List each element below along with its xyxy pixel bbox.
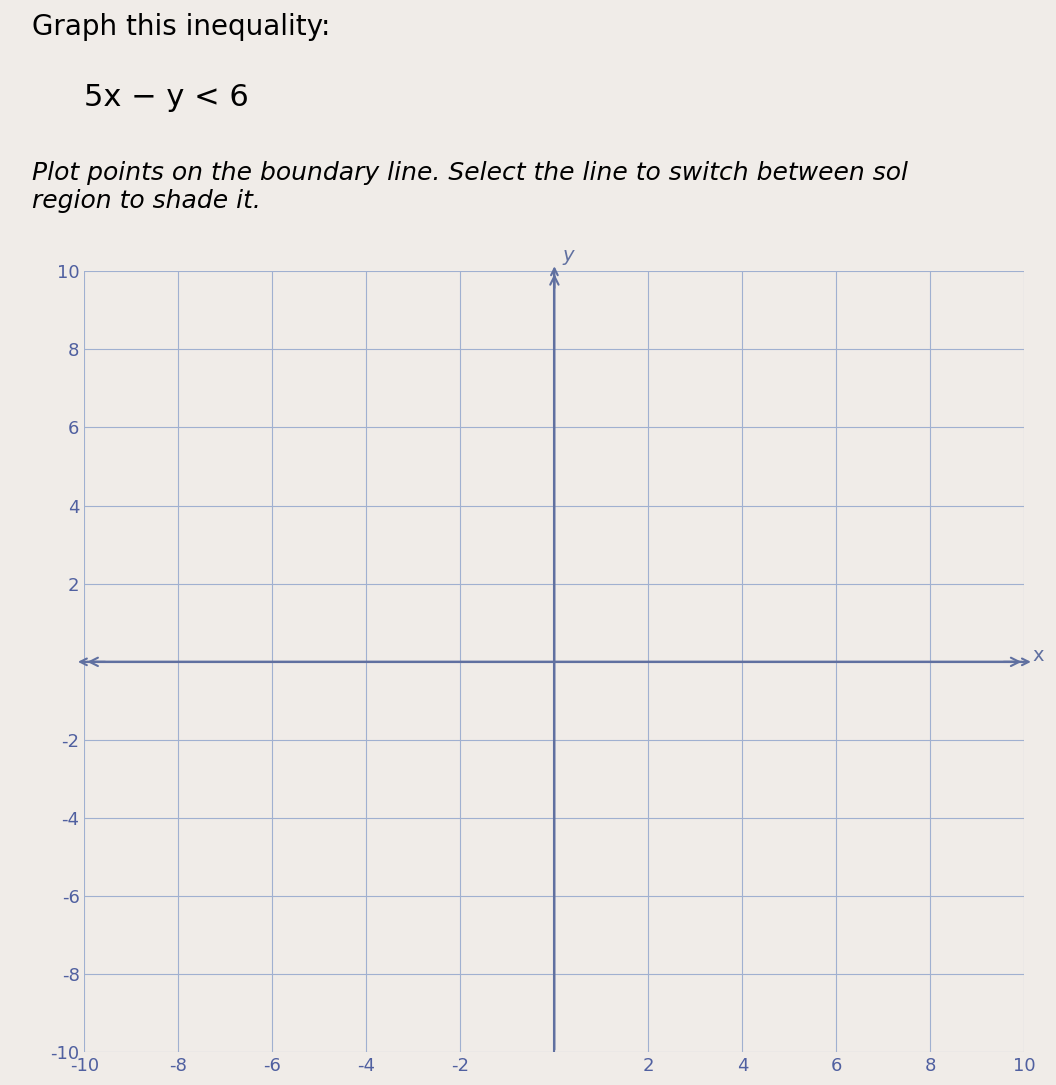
Text: y: y bbox=[563, 246, 574, 265]
Text: x: x bbox=[1033, 647, 1044, 665]
Text: Graph this inequality:: Graph this inequality: bbox=[32, 13, 331, 41]
Text: Plot points on the boundary line. Select the line to switch between sol
region t: Plot points on the boundary line. Select… bbox=[32, 162, 908, 214]
Text: 5x − y < 6: 5x − y < 6 bbox=[84, 84, 249, 113]
